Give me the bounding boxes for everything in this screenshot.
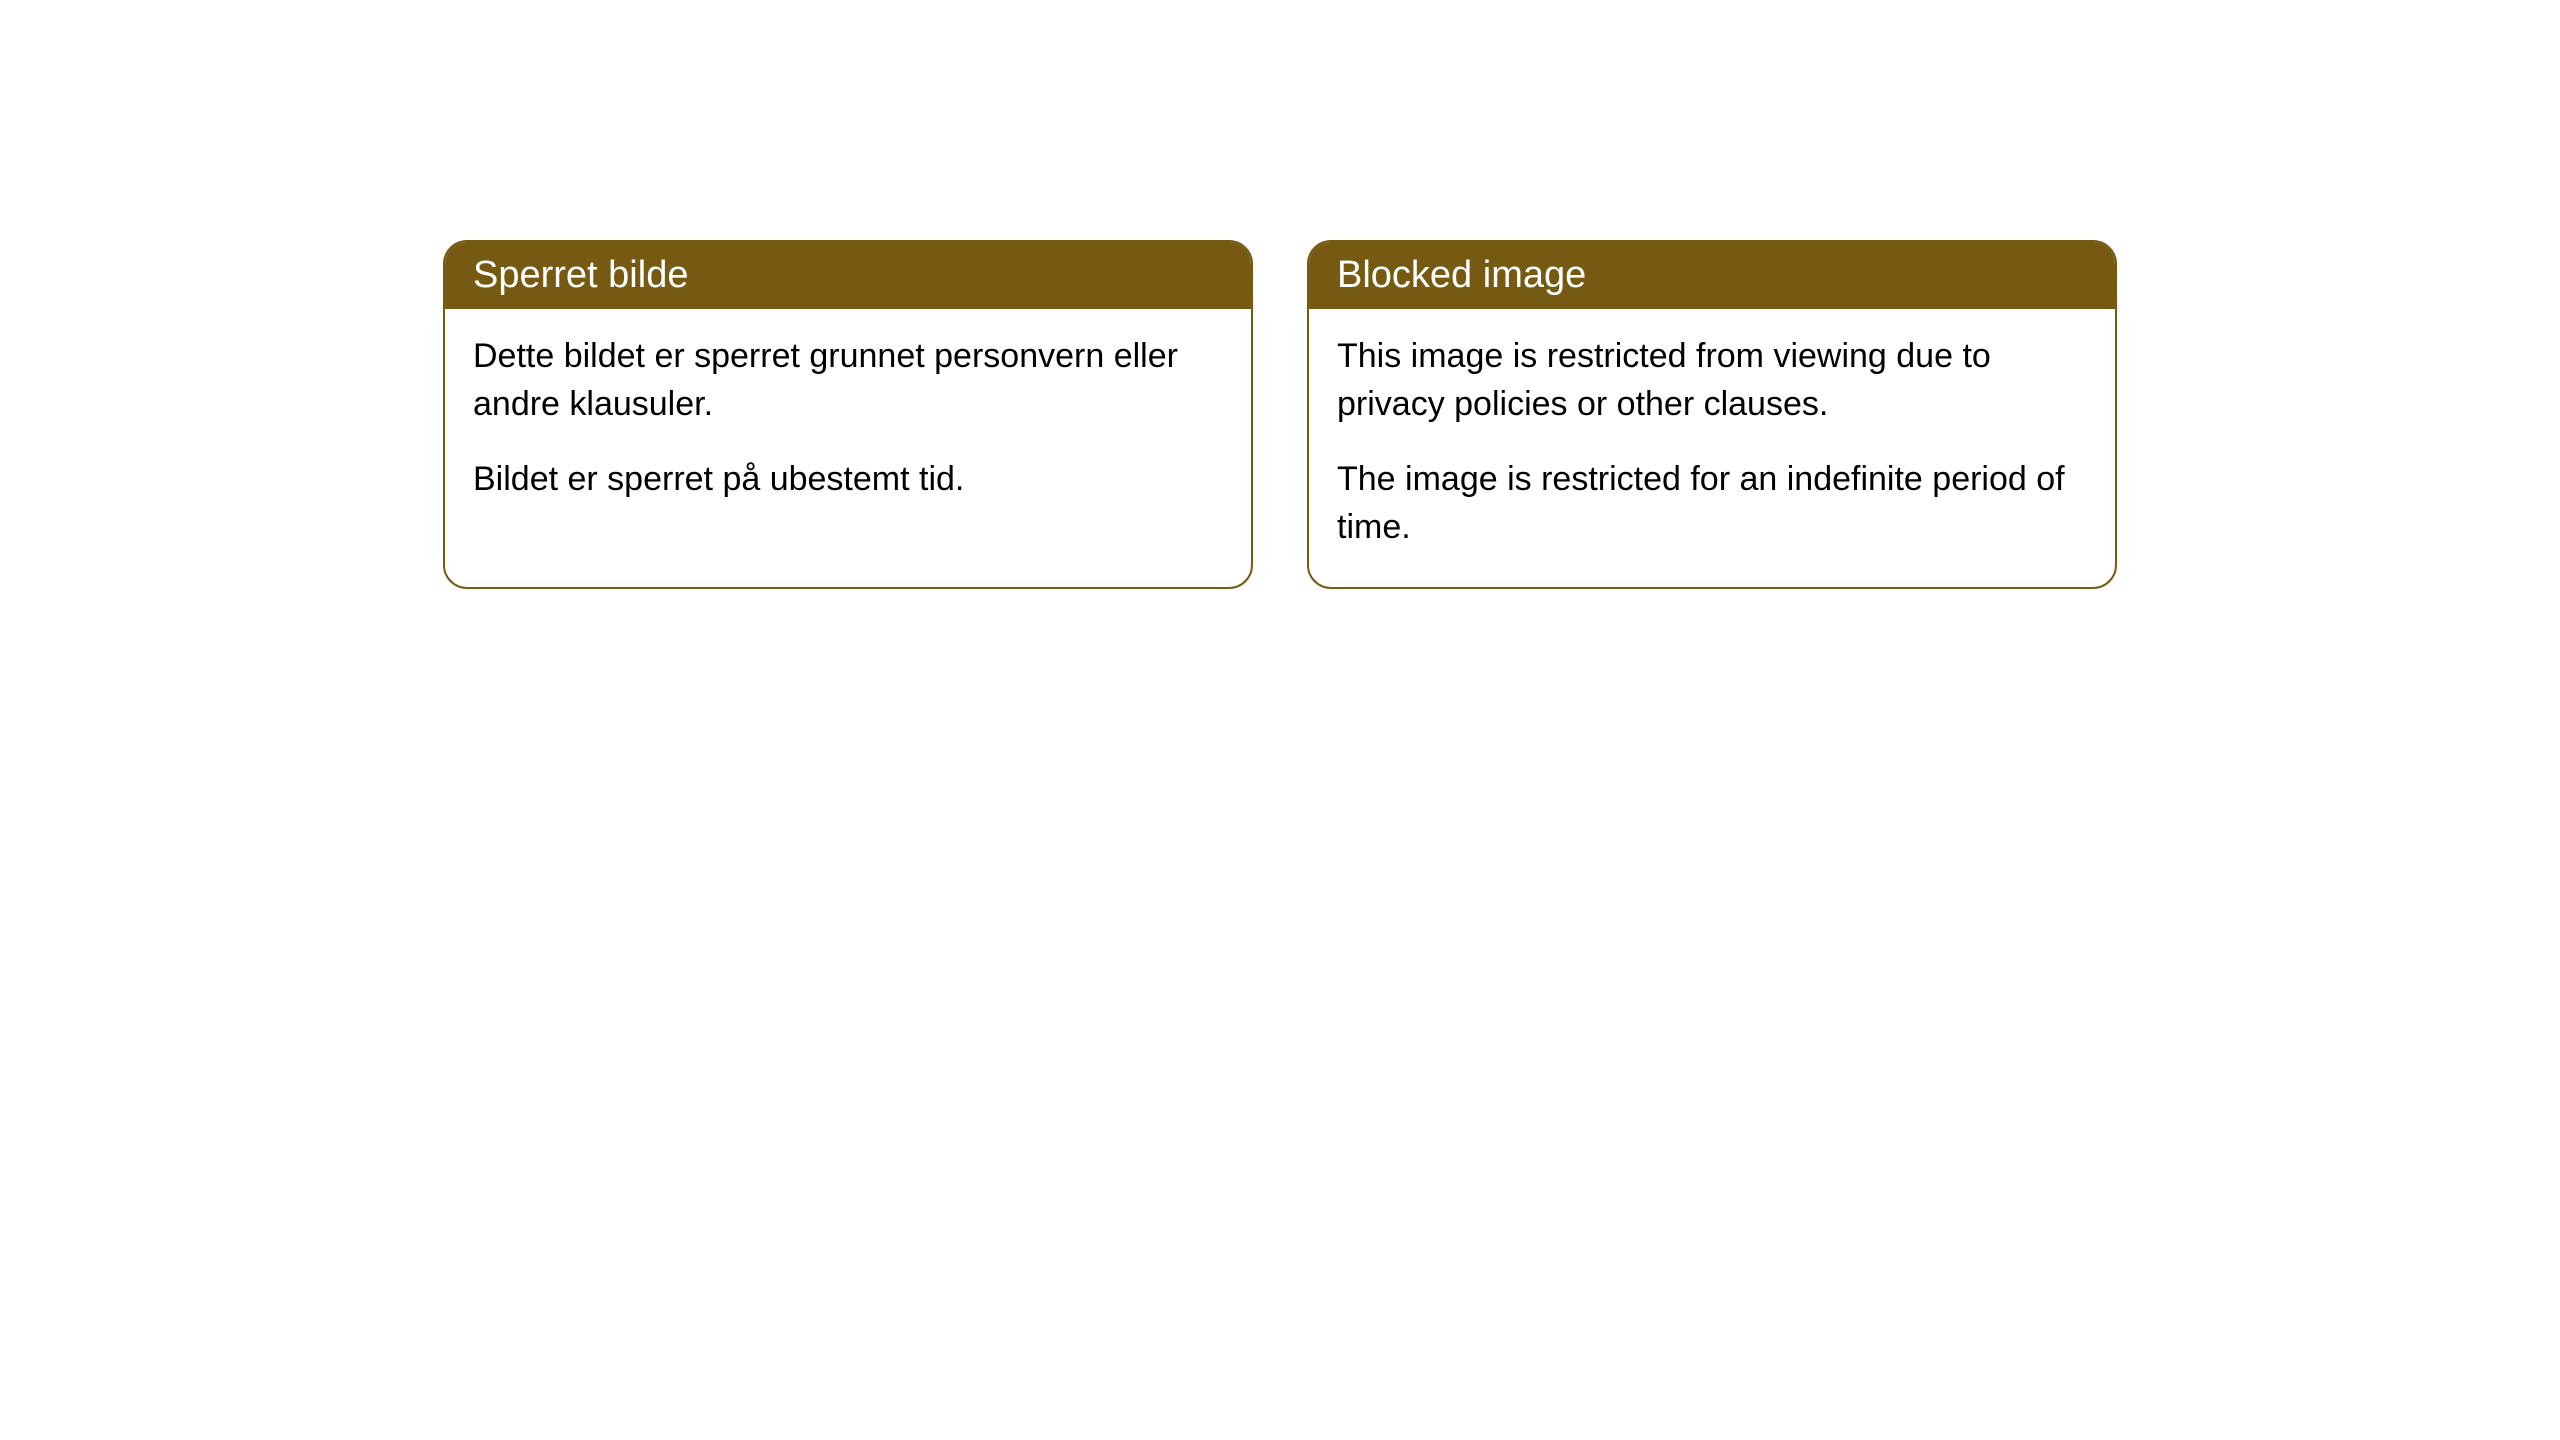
card-header: Sperret bilde [445, 242, 1251, 309]
blocked-image-card-no: Sperret bilde Dette bildet er sperret gr… [443, 240, 1253, 589]
card-paragraph: The image is restricted for an indefinit… [1337, 456, 2087, 551]
card-paragraph: Bildet er sperret på ubestemt tid. [473, 456, 1223, 504]
card-header: Blocked image [1309, 242, 2115, 309]
blocked-image-card-en: Blocked image This image is restricted f… [1307, 240, 2117, 589]
card-paragraph: This image is restricted from viewing du… [1337, 333, 2087, 428]
notice-cards-container: Sperret bilde Dette bildet er sperret gr… [430, 240, 2130, 589]
card-paragraph: Dette bildet er sperret grunnet personve… [473, 333, 1223, 428]
card-body: Dette bildet er sperret grunnet personve… [445, 309, 1251, 540]
card-body: This image is restricted from viewing du… [1309, 309, 2115, 587]
